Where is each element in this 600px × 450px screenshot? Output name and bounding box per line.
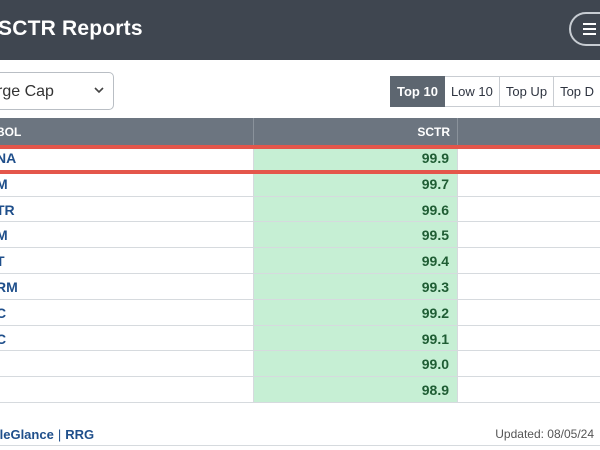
symbol-link[interactable]: M	[0, 175, 8, 192]
page-title: SCTR Reports	[0, 17, 143, 40]
symbol-link[interactable]: C	[0, 304, 7, 321]
sctr-cell: 99.0	[253, 351, 458, 377]
sctr-value: 99.7	[421, 175, 449, 192]
symbol-link[interactable]: TR	[0, 201, 15, 218]
report-tabs: Top 10 Low 10 Top Up Top D	[390, 76, 600, 107]
sctr-cell: 99.7	[253, 170, 458, 196]
footer-divider	[0, 445, 600, 446]
candleglance-link[interactable]: lleGlance	[0, 427, 54, 442]
column-divider	[253, 118, 254, 145]
symbol-link[interactable]: T	[0, 253, 5, 270]
symbol-link[interactable]: RM	[0, 278, 18, 295]
footer-separator: |	[57, 427, 62, 442]
market-cap-select-value: rge Cap	[0, 83, 54, 100]
sctr-cell: 99.6	[253, 196, 458, 222]
table-row: I 99.0	[0, 351, 600, 378]
sctr-value: 98.9	[421, 382, 449, 399]
sctr-value: 99.6	[421, 201, 449, 218]
menu-button[interactable]	[569, 12, 600, 46]
column-header-symbol[interactable]: BOL	[0, 125, 22, 139]
sctr-cell: 99.9	[253, 145, 458, 170]
table-row: C 99.1	[0, 325, 600, 352]
tab-top-up[interactable]: Top Up	[499, 76, 555, 107]
symbol-link[interactable]: M	[0, 227, 8, 244]
sctr-table: BOL SCTR NA 99.9 M 99.7 TR 99.6 M 99.5 T…	[0, 118, 600, 403]
table-row: TR 99.6	[0, 196, 600, 223]
table-row: RM 99.3	[0, 273, 600, 300]
table-row: M 99.7	[0, 170, 600, 197]
table-row: T 99.4	[0, 248, 600, 274]
column-header-sctr[interactable]: SCTR	[417, 125, 450, 139]
updated-timestamp: Updated: 08/05/24	[495, 427, 594, 441]
chevron-down-icon	[94, 87, 104, 94]
sctr-cell: 98.9	[253, 377, 458, 402]
market-cap-select[interactable]: rge Cap	[0, 72, 114, 110]
table-row: C 99.2	[0, 299, 600, 326]
sctr-cell: 99.1	[253, 325, 458, 351]
sctr-cell: 99.5	[253, 222, 458, 248]
sctr-value: 99.1	[421, 330, 449, 347]
sctr-value: 99.4	[421, 253, 449, 270]
sctr-value: 99.9	[421, 150, 449, 166]
sctr-cell: 99.3	[253, 273, 458, 299]
symbol-link[interactable]: NA	[0, 150, 17, 166]
tab-top-down[interactable]: Top D	[554, 76, 600, 107]
column-divider	[457, 118, 458, 145]
sctr-cell: 99.2	[253, 299, 458, 325]
table-row: M 99.5	[0, 222, 600, 249]
rrg-link[interactable]: RRG	[65, 427, 95, 442]
table-row: I 98.9	[0, 377, 600, 403]
sctr-value: 99.0	[421, 356, 449, 373]
sctr-cell: 99.4	[253, 248, 458, 273]
table-row: NA 99.9	[0, 145, 600, 171]
table-header: BOL SCTR	[0, 118, 600, 145]
symbol-link[interactable]: C	[0, 330, 7, 347]
sctr-value: 99.3	[421, 278, 449, 295]
app-header: SCTR Reports	[0, 0, 600, 60]
tab-top-10[interactable]: Top 10	[390, 76, 445, 107]
sctr-value: 99.2	[421, 304, 449, 321]
tab-low-10[interactable]: Low 10	[444, 76, 500, 107]
footer-links: lleGlance | RRG	[0, 427, 94, 442]
hamburger-icon	[583, 23, 596, 35]
sctr-value: 99.5	[421, 227, 449, 244]
